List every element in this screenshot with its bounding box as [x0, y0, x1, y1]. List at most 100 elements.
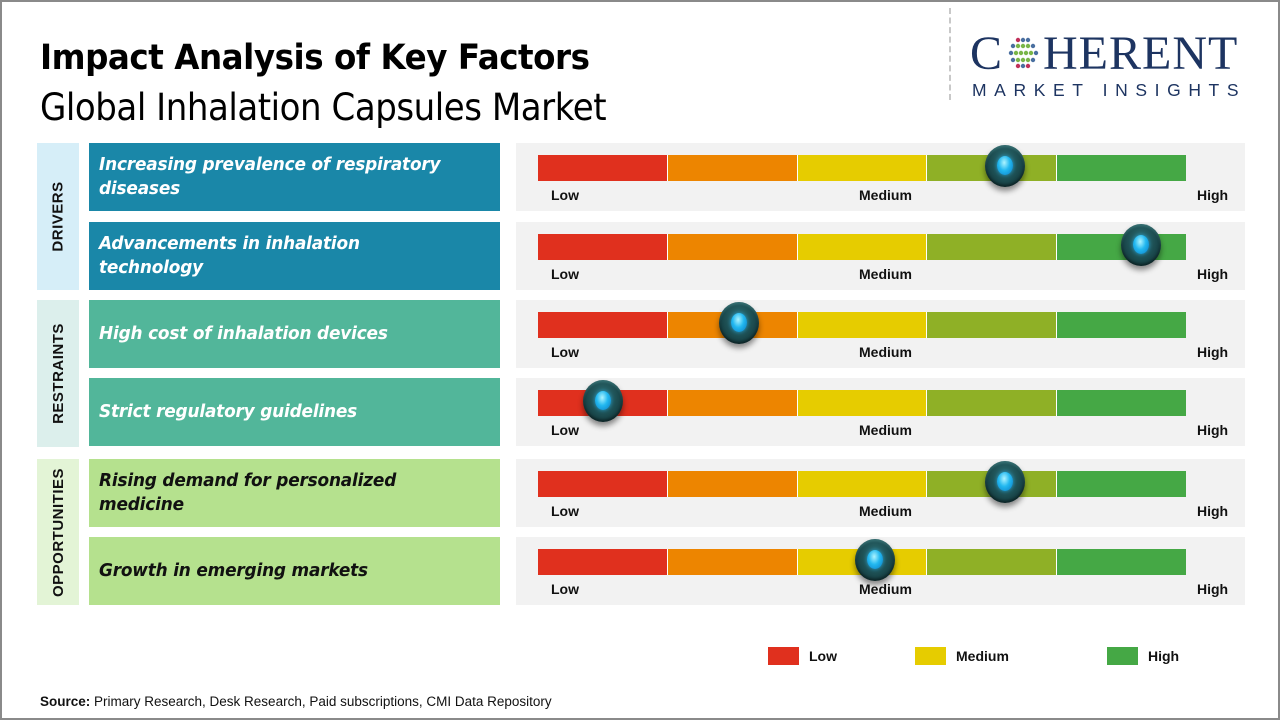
- impact-gauge: Low Medium High: [516, 378, 1245, 446]
- globe-dot: [1010, 57, 1016, 63]
- gauge-label-high: High: [1197, 187, 1229, 203]
- gauge-label-medium: Medium: [859, 266, 912, 282]
- impact-marker-knob: [1120, 224, 1161, 266]
- impact-gauge: Low Medium High: [516, 300, 1245, 368]
- gauge-scale-bar: [538, 312, 1186, 338]
- gauge-segment: [797, 234, 928, 260]
- gauge-scale-bar: [538, 390, 1186, 416]
- gauge-segment: [667, 234, 798, 260]
- gauge-segment: [1057, 312, 1186, 338]
- category-label-drivers: DRIVERS: [37, 143, 79, 290]
- logo-wordmark: C HERENT: [970, 30, 1238, 78]
- gauge-segment: [797, 390, 928, 416]
- legend-swatch: [915, 647, 946, 665]
- globe-dot: [1015, 37, 1021, 43]
- gauge-label-high: High: [1197, 503, 1229, 519]
- gauge-label-medium: Medium: [859, 503, 912, 519]
- globe-dot: [1025, 57, 1031, 63]
- impact-marker-knob: [582, 380, 623, 422]
- factor-text: Advancements in inhalation technology: [99, 233, 360, 278]
- gauge-segment: [538, 155, 668, 181]
- factor-label: Increasing prevalence of respiratory dis…: [89, 143, 500, 211]
- impact-marker-knob: [984, 145, 1025, 187]
- gauge-segment: [538, 234, 668, 260]
- impact-gauge: Low Medium High: [516, 459, 1245, 527]
- factor-text: Rising demand for personalized medicine: [99, 470, 397, 515]
- gauge-segment: [927, 549, 1058, 575]
- gauge-label-low: Low: [551, 187, 579, 203]
- logo-word-start: C: [970, 27, 1004, 80]
- gauge-label-medium: Medium: [859, 187, 912, 203]
- gauge-label-high: High: [1197, 581, 1229, 597]
- gauge-scale-bar: [538, 234, 1186, 260]
- globe-dot: [1025, 43, 1031, 49]
- dotted-globe-icon: [1008, 37, 1039, 69]
- category-name: DRIVERS: [49, 181, 67, 252]
- globe-dot: [1015, 57, 1021, 63]
- legend-label: High: [1148, 648, 1180, 664]
- factor-text: Increasing prevalence of respiratory dis…: [99, 154, 441, 199]
- globe-dot: [1020, 37, 1026, 43]
- globe-dot: [1008, 50, 1014, 56]
- impact-marker-knob: [718, 302, 759, 344]
- source-note: Source: Primary Research, Desk Research,…: [40, 694, 552, 709]
- gauge-segment: [538, 312, 668, 338]
- gauge-segment: [797, 155, 928, 181]
- factor-label: Strict regulatory guidelines: [89, 378, 500, 446]
- legend-swatch: [768, 647, 799, 665]
- factor-text: Growth in emerging markets: [99, 560, 368, 581]
- gauge-label-low: Low: [551, 422, 579, 438]
- gauge-segment: [927, 312, 1058, 338]
- legend-label: Medium: [956, 648, 1009, 664]
- gauge-label-high: High: [1197, 266, 1229, 282]
- gauge-label-medium: Medium: [859, 344, 912, 360]
- globe-dot: [1020, 57, 1026, 63]
- factor-label: Advancements in inhalation technology: [89, 222, 500, 290]
- legend-item-high: High: [1107, 647, 1179, 665]
- gauge-label-medium: Medium: [859, 422, 912, 438]
- gauge-segment: [927, 234, 1058, 260]
- gauge-segment: [927, 390, 1058, 416]
- gauge-segment: [667, 155, 798, 181]
- impact-marker-knob: [854, 539, 895, 581]
- factor-label: Growth in emerging markets: [89, 537, 500, 605]
- globe-dot: [1020, 63, 1026, 69]
- category-name: RESTRAINTS: [49, 323, 67, 424]
- globe-dot: [1010, 43, 1016, 49]
- legend-swatch: [1107, 647, 1138, 665]
- page-title: Impact Analysis of Key Factors: [40, 38, 590, 78]
- source-text: Primary Research, Desk Research, Paid su…: [90, 694, 552, 709]
- logo-word-end: HERENT: [1043, 27, 1239, 80]
- gauge-label-high: High: [1197, 344, 1229, 360]
- gauge-segment: [1057, 471, 1186, 497]
- gauge-scale-bar: [538, 471, 1186, 497]
- impact-gauge: Low Medium High: [516, 537, 1245, 605]
- gauge-segment: [797, 471, 928, 497]
- gauge-segment: [667, 471, 798, 497]
- gauge-segment: [667, 549, 798, 575]
- globe-dot: [1033, 50, 1039, 56]
- impact-marker-knob: [984, 461, 1025, 503]
- source-label: Source:: [40, 694, 91, 709]
- globe-dot: [1025, 63, 1031, 69]
- gauge-label-high: High: [1197, 422, 1229, 438]
- globe-dot: [1020, 43, 1026, 49]
- category-name: OPPORTUNITIES: [49, 467, 67, 597]
- factor-text: Strict regulatory guidelines: [99, 401, 358, 422]
- globe-dot: [1030, 57, 1036, 63]
- globe-dot: [1023, 50, 1029, 56]
- impact-gauge: Low Medium High: [516, 143, 1245, 211]
- globe-dot: [1025, 37, 1031, 43]
- category-label-restraints: RESTRAINTS: [37, 300, 79, 447]
- gauge-segment: [1057, 549, 1186, 575]
- gauge-segment: [538, 471, 668, 497]
- legend: Low Medium High: [0, 647, 1280, 667]
- legend-item-medium: Medium: [915, 647, 1009, 665]
- globe-dot: [1018, 50, 1024, 56]
- gauge-label-low: Low: [551, 266, 579, 282]
- legend-item-low: Low: [768, 647, 837, 665]
- gauge-scale-bar: [538, 155, 1186, 181]
- gauge-label-medium: Medium: [859, 581, 912, 597]
- gauge-segment: [667, 390, 798, 416]
